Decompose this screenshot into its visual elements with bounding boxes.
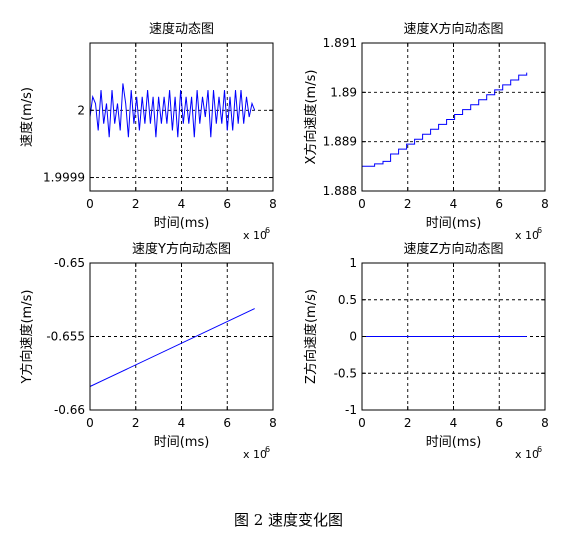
x-tick-label: 6 [223,416,231,430]
y-axis-label: Y方向速度(m/s) [19,290,35,385]
x-tick-label: 0 [358,416,366,430]
x-tick-label: 2 [132,197,140,211]
x-axis-multiplier-exponent: 6 [537,226,542,235]
x-tick-label: 6 [495,197,503,211]
x-tick-label: 0 [358,197,366,211]
x-tick-label: 4 [178,197,186,211]
series-line-1 [89,308,255,387]
x-tick-label: 6 [495,416,503,430]
x-axis-label: 时间(ms) [426,216,482,231]
y-axis-label: Z方向速度(m/s) [303,289,319,384]
x-tick-label: 8 [269,197,277,211]
y-axis-label: 速度(m/s) [19,87,35,147]
y-tick-label: 0.5 [338,293,357,307]
chart-title: 速度Z方向动态图 [404,241,504,257]
x-axis-multiplier: x 10 [243,229,267,242]
x-tick-label: 2 [404,197,412,211]
y-tick-label: -0.66 [54,403,85,417]
x-tick-label: 8 [269,416,277,430]
x-axis-multiplier: x 10 [515,229,539,242]
y-axis-label: X方向速度(m/s) [303,70,319,165]
y-tick-label: 2 [77,103,85,117]
y-tick-label: 0 [349,330,357,344]
x-axis-multiplier: x 10 [243,448,267,461]
x-tick-label: 8 [541,197,549,211]
x-tick-label: 4 [450,197,458,211]
x-tick-label: 4 [178,416,186,430]
figure-caption: 图 2 速度变化图 [233,511,344,529]
x-tick-label: 6 [223,197,231,211]
y-tick-label: 1 [349,256,357,270]
y-tick-label: -0.5 [334,366,357,380]
chart-title: 速度X方向动态图 [404,21,504,37]
x-axis-multiplier-exponent: 6 [537,445,542,454]
x-axis-label: 时间(ms) [426,435,482,450]
y-tick-label: -1 [345,403,357,417]
x-axis-label: 时间(ms) [154,216,210,231]
x-tick-label: 4 [450,416,458,430]
y-tick-label: 1.889 [323,135,357,149]
x-axis-multiplier-exponent: 6 [265,445,270,454]
x-tick-label: 8 [541,416,549,430]
x-axis-multiplier: x 10 [515,448,539,461]
y-tick-label: 1.9999 [43,171,85,185]
chart-title: 速度Y方向动态图 [132,241,231,257]
y-tick-label: 1.888 [323,184,357,198]
x-tick-label: 0 [86,416,94,430]
y-tick-label: -0.65 [54,256,85,270]
series-line-1 [362,72,528,167]
y-tick-label: 1.891 [323,36,357,50]
x-tick-label: 0 [86,197,94,211]
x-axis-multiplier-exponent: 6 [265,226,270,235]
x-tick-label: 2 [404,416,412,430]
y-tick-label: 1.89 [330,85,357,99]
x-tick-label: 2 [132,416,140,430]
x-axis-label: 时间(ms) [154,435,210,450]
series-line-1 [89,83,256,138]
y-tick-label: -0.655 [46,330,85,344]
chart-title: 速度动态图 [149,21,214,37]
